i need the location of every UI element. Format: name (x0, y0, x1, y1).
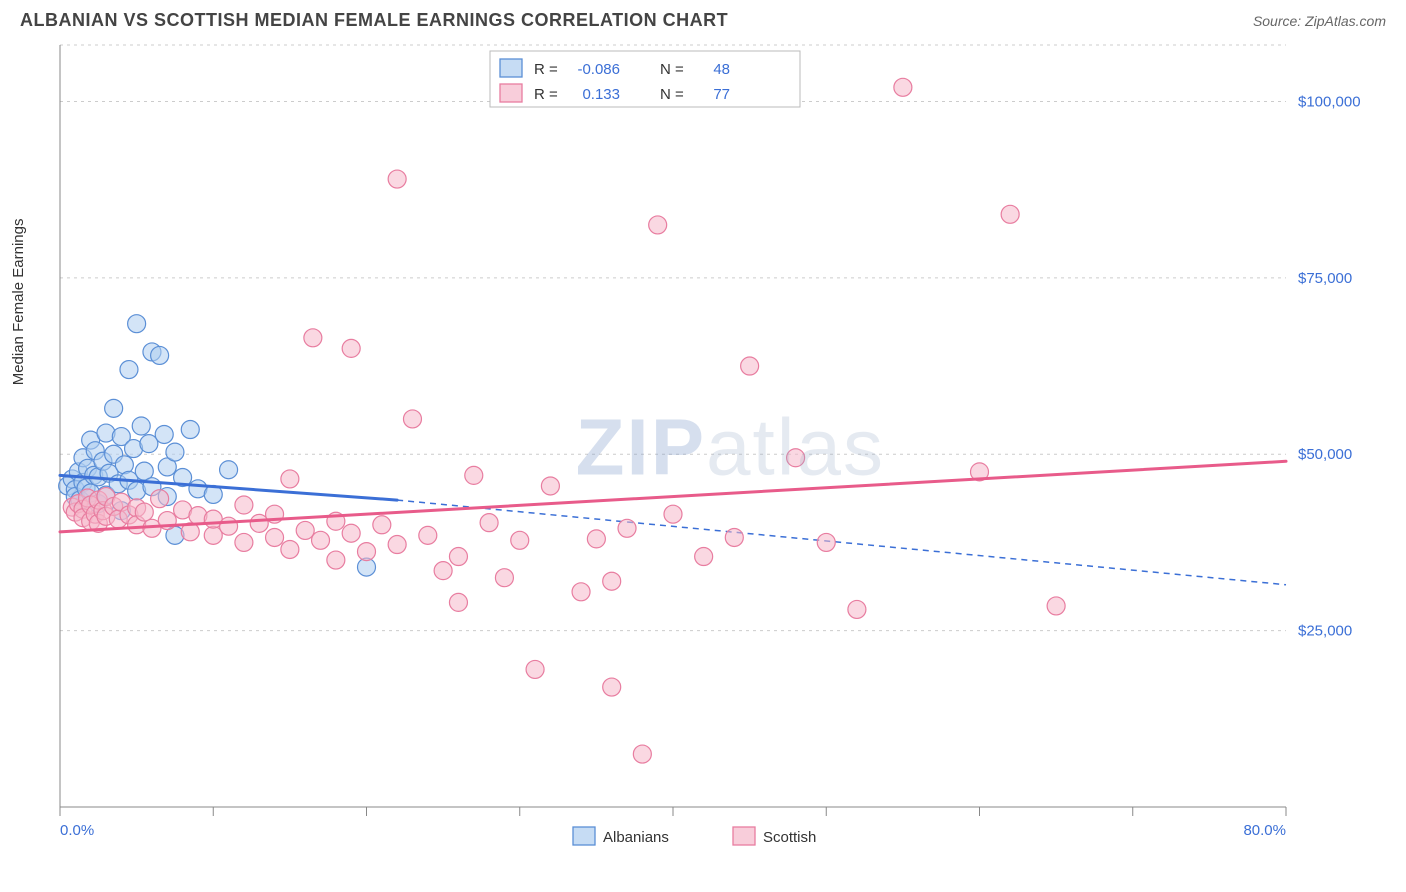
svg-text:Albanians: Albanians (603, 829, 669, 846)
svg-text:$50,000: $50,000 (1298, 446, 1352, 463)
svg-text:0.0%: 0.0% (60, 822, 94, 839)
chart-source: Source: ZipAtlas.com (1253, 13, 1386, 29)
svg-text:N =: N = (660, 61, 684, 78)
svg-text:$100,000: $100,000 (1298, 93, 1361, 110)
chart-title: ALBANIAN VS SCOTTISH MEDIAN FEMALE EARNI… (20, 10, 728, 31)
svg-text:$75,000: $75,000 (1298, 270, 1352, 287)
svg-text:80.0%: 80.0% (1243, 822, 1286, 839)
svg-text:0.133: 0.133 (582, 86, 620, 103)
svg-text:77: 77 (713, 86, 730, 103)
svg-text:N =: N = (660, 86, 684, 103)
svg-text:Scottish: Scottish (763, 829, 816, 846)
y-axis-label: Median Female Earnings (10, 219, 27, 386)
scatter-chart: $25,000 $50,000 $75,000 $100,000 0.0% 80.0% R … (20, 37, 1386, 867)
svg-text:-0.086: -0.086 (577, 61, 620, 78)
chart-area: ZIPatlas Median Female Earnings $25,000$… (20, 37, 1386, 867)
svg-text:R =: R = (534, 61, 558, 78)
svg-text:R =: R = (534, 86, 558, 103)
svg-text:$25,000: $25,000 (1298, 623, 1352, 640)
svg-text:48: 48 (713, 61, 730, 78)
